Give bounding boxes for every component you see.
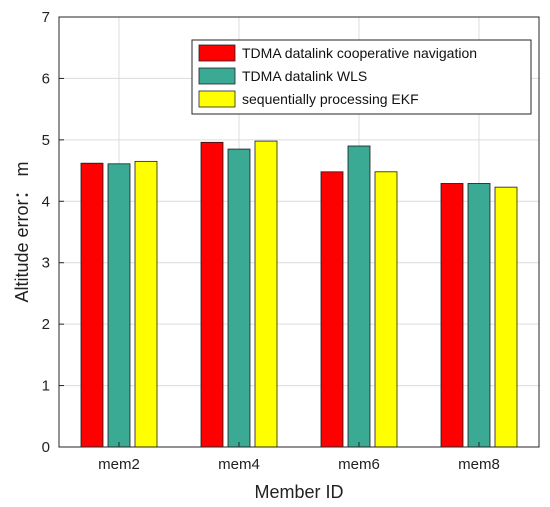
x-axis-label: Member ID — [254, 482, 343, 502]
bar-mem8-series-1 — [467, 183, 491, 448]
bar-mem2-series-1 — [107, 163, 131, 448]
legend-label-wls: TDMA datalink WLS — [242, 68, 367, 84]
legend-label-ekf: sequentially processing EKF — [242, 91, 419, 107]
y-tick-label: 3 — [42, 255, 50, 272]
legend-swatch-wls — [198, 67, 236, 85]
bar-mem8-series-2 — [494, 186, 518, 448]
legend: TDMA datalink cooperative navigation TDM… — [191, 39, 532, 115]
y-tick-label: 2 — [42, 316, 50, 333]
bar-mem4-series-1 — [227, 148, 251, 448]
y-tick-label: 7 — [42, 9, 50, 26]
y-tick-label: 4 — [42, 193, 50, 210]
bar-mem2-series-2 — [134, 160, 158, 448]
y-tick-label: 6 — [42, 70, 50, 87]
bar-mem6-series-2 — [374, 171, 398, 448]
legend-swatch-cooperative — [198, 44, 236, 62]
legend-label-cooperative: TDMA datalink cooperative navigation — [242, 45, 477, 61]
x-tick-label: mem8 — [458, 456, 500, 473]
bar-mem8-series-0 — [440, 183, 464, 448]
y-tick-label: 5 — [42, 132, 50, 149]
y-axis-label: Altitude error： m — [12, 161, 32, 302]
x-tick-label: mem6 — [338, 456, 380, 473]
bar-mem6-series-0 — [320, 171, 344, 448]
bar-mem4-series-2 — [254, 140, 278, 448]
x-tick-label: mem2 — [98, 456, 140, 473]
bar-mem6-series-1 — [347, 145, 371, 448]
bar-mem4-series-0 — [200, 141, 224, 448]
x-axis-ticks: mem2 mem4 mem6 mem8 — [98, 442, 500, 473]
bar-mem2-series-0 — [80, 162, 104, 448]
legend-swatch-ekf — [198, 90, 236, 108]
bars — [80, 140, 518, 448]
x-tick-label: mem4 — [218, 456, 260, 473]
y-tick-label: 0 — [42, 439, 50, 456]
plot-frame — [58, 16, 540, 448]
y-tick-label: 1 — [42, 378, 50, 395]
y-axis-ticks: 0 1 2 3 4 5 6 7 — [42, 9, 64, 456]
legend-box — [191, 39, 532, 115]
